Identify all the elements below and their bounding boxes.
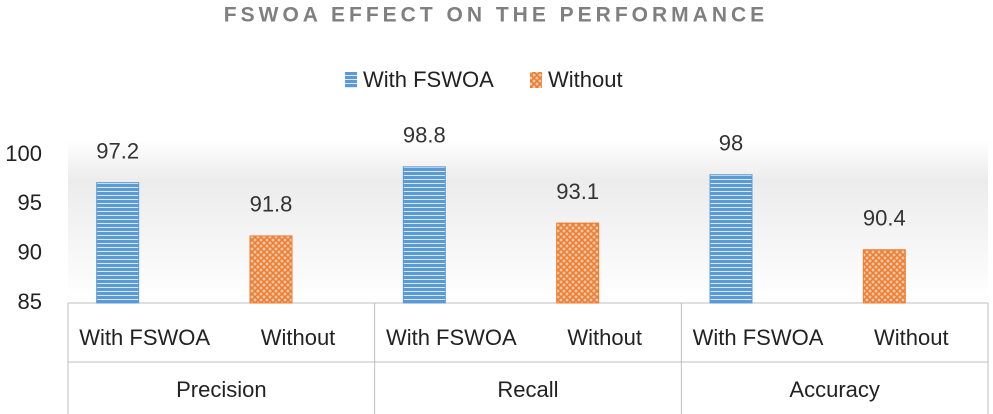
value-label: 98.8 <box>403 123 446 148</box>
value-label: 98 <box>719 131 743 156</box>
value-label: 93.1 <box>556 179 599 204</box>
x-tick-label: With FSWOA <box>693 325 824 350</box>
chart-title: FSWOA EFFECT ON THE PERFORMANCE <box>224 4 768 27</box>
y-tick-label: 85 <box>18 289 42 314</box>
group-label: Precision <box>176 377 266 402</box>
value-label: 91.8 <box>250 192 293 217</box>
x-tick-label: Without <box>567 325 642 350</box>
bar <box>96 182 140 304</box>
x-tick-label: With FSWOA <box>79 325 210 350</box>
bar <box>556 222 600 304</box>
x-tick-label: Without <box>874 325 949 350</box>
legend-label: Without <box>548 67 623 92</box>
y-tick-label: 100 <box>5 141 42 166</box>
legend-swatch <box>530 72 542 88</box>
y-tick-label: 95 <box>18 190 42 215</box>
bar <box>249 235 293 304</box>
group-label: Recall <box>497 377 558 402</box>
bar <box>402 166 446 304</box>
plot-background <box>68 140 988 303</box>
x-tick-label: Without <box>261 325 336 350</box>
group-label: Accuracy <box>789 377 879 402</box>
value-label: 90.4 <box>863 206 906 231</box>
legend-label: With FSWOA <box>363 67 494 92</box>
x-tick-label: With FSWOA <box>386 325 517 350</box>
y-tick-label: 90 <box>18 239 42 264</box>
bar <box>709 174 753 304</box>
bar <box>862 249 906 304</box>
value-label: 97.2 <box>96 138 139 163</box>
legend-swatch <box>345 72 357 88</box>
